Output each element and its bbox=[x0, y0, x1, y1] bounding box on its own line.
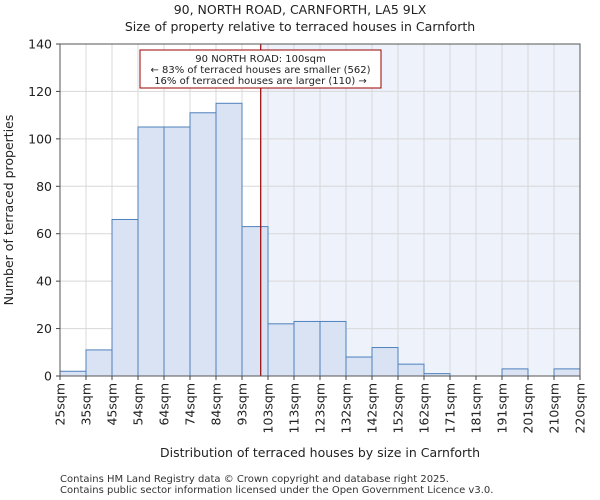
bar-84sqm bbox=[215, 102, 243, 377]
x-tick-label: 103sqm bbox=[261, 383, 276, 433]
larger-properties-region bbox=[260, 44, 580, 376]
bar-191sqm bbox=[501, 368, 529, 377]
annotation-line-2: ← 83% of terraced houses are smaller (56… bbox=[150, 65, 370, 76]
x-tick-labels: 25sqm 35sqm 45sqm 54sqm 64sqm 74sqm 84sqm 93sqm… bbox=[53, 376, 588, 433]
x-tick-label: 93sqm bbox=[235, 383, 250, 426]
bar-142sqm bbox=[371, 347, 399, 377]
x-tick-label: 201sqm bbox=[521, 383, 536, 433]
x-tick-label: 181sqm bbox=[469, 383, 484, 433]
x-tick-label: 74sqm bbox=[183, 383, 198, 426]
bar-152sqm bbox=[397, 363, 425, 377]
annotation-line-3: 16% of terraced houses are larger (110) … bbox=[154, 76, 367, 87]
bar-25sqm bbox=[59, 370, 87, 377]
x-tick-label: 191sqm bbox=[495, 383, 510, 433]
annotation-line-1: 90 NORTH ROAD: 100sqm bbox=[195, 54, 325, 65]
chart-subtitle: Size of property relative to terraced ho… bbox=[124, 19, 476, 34]
y-tick-label: 0 bbox=[44, 369, 52, 384]
y-tick-label: 140 bbox=[28, 37, 52, 52]
x-tick-label: 54sqm bbox=[131, 383, 146, 426]
x-tick-label: 35sqm bbox=[79, 383, 94, 426]
footer-line-1: Contains HM Land Registry data © Crown c… bbox=[60, 474, 449, 485]
x-tick-label: 25sqm bbox=[53, 383, 68, 426]
annotation-box: 90 NORTH ROAD: 100sqm ← 83% of terraced … bbox=[139, 49, 382, 89]
x-tick-label: 152sqm bbox=[391, 383, 406, 433]
y-tick-label: 40 bbox=[36, 274, 52, 289]
footer-line-2: Contains public sector information licen… bbox=[60, 485, 494, 496]
bar-132sqm bbox=[345, 356, 373, 377]
x-tick-label: 171sqm bbox=[443, 383, 458, 433]
x-tick-label: 45sqm bbox=[105, 383, 120, 426]
y-tick-label: 20 bbox=[36, 321, 52, 336]
chart-title: 90, NORTH ROAD, CARNFORTH, LA5 9LX bbox=[173, 2, 427, 17]
bar-103sqm bbox=[267, 323, 295, 377]
bar-113sqm bbox=[293, 320, 321, 377]
x-tick-label: 113sqm bbox=[287, 383, 302, 433]
bar-54sqm bbox=[137, 126, 165, 377]
bar-210sqm bbox=[553, 368, 581, 377]
x-tick-label: 142sqm bbox=[365, 383, 380, 433]
x-tick-label: 84sqm bbox=[209, 383, 224, 426]
bar-64sqm bbox=[163, 126, 191, 377]
y-tick-label: 120 bbox=[28, 84, 52, 99]
bar-74sqm bbox=[189, 112, 217, 377]
x-tick-label: 210sqm bbox=[547, 383, 562, 433]
y-tick-label: 60 bbox=[36, 226, 52, 241]
bar-93sqm bbox=[241, 226, 269, 377]
x-tick-label: 132sqm bbox=[339, 383, 354, 433]
x-axis-label: Distribution of terraced houses by size … bbox=[160, 445, 480, 460]
bars bbox=[59, 102, 581, 377]
x-tick-label: 220sqm bbox=[573, 383, 588, 433]
bar-35sqm bbox=[85, 349, 113, 377]
y-tick-labels: 0 20 40 60 80 100 120 140 bbox=[28, 37, 60, 384]
y-tick-label: 80 bbox=[36, 179, 52, 194]
x-tick-label: 162sqm bbox=[417, 383, 432, 433]
bar-45sqm bbox=[111, 218, 139, 377]
bar-123sqm bbox=[319, 320, 347, 377]
y-axis-label: Number of terraced properties bbox=[1, 115, 16, 306]
x-tick-label: 64sqm bbox=[157, 383, 172, 426]
y-tick-label: 100 bbox=[28, 131, 52, 146]
x-tick-label: 123sqm bbox=[313, 383, 328, 433]
